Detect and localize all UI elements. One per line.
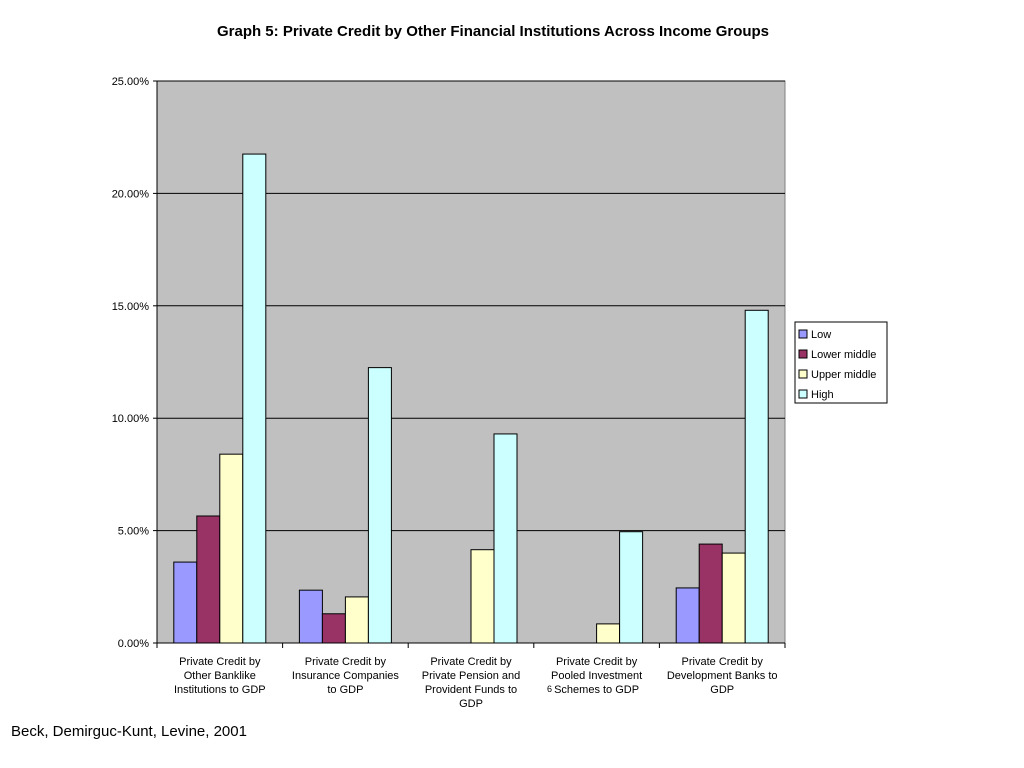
x-category-label: Private Credit by Pooled Investment Scheme… xyxy=(551,656,642,696)
y-tick-label: 15.00% xyxy=(112,301,150,313)
bar-upper-middle xyxy=(721,552,746,644)
bar-lower-middle xyxy=(698,543,723,644)
bar-high xyxy=(493,433,518,644)
bar-low xyxy=(173,561,198,644)
bar-high xyxy=(619,531,644,644)
legend-label: Upper middle xyxy=(811,369,876,381)
bar-high xyxy=(367,367,392,644)
y-tick-label: 5.00% xyxy=(118,526,149,538)
legend-swatch xyxy=(798,389,808,399)
y-tick-label: 20.00% xyxy=(112,188,150,200)
bar-low xyxy=(298,589,323,644)
bar-upper-middle xyxy=(596,623,621,644)
legend-swatch xyxy=(798,329,808,339)
legend: Low Lower middle Upper middle High xyxy=(794,321,888,404)
plot-area: 0.00% 5.00% 10.00% 15.00% 20.00% 25.00% Privat… xyxy=(112,76,786,710)
bar-lower-middle xyxy=(321,613,346,644)
legend-label: High xyxy=(811,389,834,401)
bar-lower-middle xyxy=(196,515,221,644)
y-tick-label: 25.00% xyxy=(112,76,150,88)
x-category-label: Private Credit by Other Banklike Instituti… xyxy=(174,656,266,696)
x-category-label: Private Credit by Insurance Companies to G… xyxy=(292,656,400,696)
source-note: Beck, Demirguc-Kunt, Levine, 2001 xyxy=(11,723,247,740)
legend-swatch xyxy=(798,349,808,359)
legend-label: Low xyxy=(811,329,831,341)
chart-title: Graph 5: Private Credit by Other Financi… xyxy=(217,23,769,40)
y-tick-label: 10.00% xyxy=(112,413,150,425)
bar-high xyxy=(242,153,267,644)
bar-high xyxy=(744,309,769,644)
legend-box xyxy=(794,321,888,404)
y-tick-label: 0.00% xyxy=(118,638,149,650)
x-category-label: Private Credit by Development Banks to GDP xyxy=(667,656,778,696)
legend-swatch xyxy=(798,369,808,379)
bar-upper-middle xyxy=(344,596,369,644)
bar-upper-middle xyxy=(470,549,495,644)
x-category-label: Private Credit by Private Pension and Prov… xyxy=(422,656,520,710)
stray-mark: 6 xyxy=(547,684,552,694)
legend-label: Lower middle xyxy=(811,349,876,361)
bar-low xyxy=(675,587,700,644)
bar-upper-middle xyxy=(219,453,244,644)
